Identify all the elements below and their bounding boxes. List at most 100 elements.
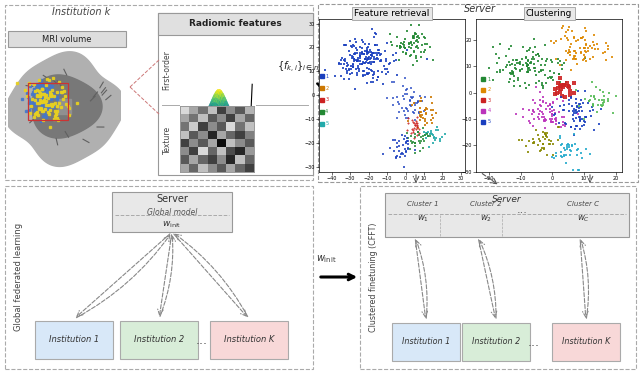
Point [412,123,422,129]
Point [575,101,585,107]
Point [556,81,566,87]
Point [413,39,423,45]
Point [508,70,518,77]
Point [364,60,374,66]
Point [429,135,439,141]
Point [397,93,408,100]
Point [398,41,408,47]
Point [524,65,534,71]
Point [373,68,383,74]
Point [416,54,426,60]
Point [554,85,564,91]
Point [545,68,556,74]
Point [588,39,598,45]
Point [568,53,579,59]
Text: $\{f_{k,i}\}_{i\in n_k}$: $\{f_{k,i}\}_{i\in n_k}$ [277,60,323,75]
Point [374,52,385,58]
Point [339,56,349,62]
Point [524,118,534,124]
Point [525,120,535,126]
Point [362,48,372,54]
Point [409,40,419,46]
Point [524,47,534,53]
Point [547,74,557,80]
Point [547,108,557,114]
Point [408,135,419,141]
Point [415,140,425,146]
Point [366,55,376,61]
Point [579,88,589,94]
Point [406,130,416,136]
Point [579,56,589,62]
Text: 4: 4 [487,109,490,113]
Point [399,91,410,97]
Point [607,54,618,60]
Point [564,87,575,93]
Point [546,118,556,124]
Point [418,136,428,142]
Point [557,93,567,99]
Point [566,142,577,148]
Point [358,39,368,45]
Point [559,102,570,108]
Point [517,66,527,72]
Point [410,31,420,37]
Point [572,147,582,153]
Point [420,132,431,138]
Point [545,74,556,80]
Text: Global model: Global model [147,208,197,217]
Point [550,110,561,116]
Point [421,135,431,141]
Point [603,96,613,102]
Point [410,107,420,113]
Point [538,99,548,105]
Point [590,46,600,52]
Point [568,116,579,122]
Point [593,101,604,107]
Point [527,56,537,62]
Point [362,51,372,57]
Point [580,48,591,54]
Point [361,54,371,60]
Point [566,94,576,100]
Point [410,31,420,37]
Point [570,48,580,54]
Point [546,119,556,125]
Point [419,34,429,40]
Point [570,56,580,62]
Point [412,37,422,43]
Point [545,109,555,115]
Point [376,58,386,64]
Point [429,137,440,143]
Point [560,121,570,127]
Point [415,112,426,118]
Text: Institution K: Institution K [562,337,610,346]
Point [520,80,530,86]
Point [573,107,584,113]
Point [572,103,582,109]
Point [575,117,585,123]
Point [336,72,346,78]
Point [410,122,420,128]
Point [413,132,424,138]
Point [355,58,365,64]
Point [579,45,589,51]
Point [432,124,442,130]
Point [359,51,369,57]
Point [358,68,369,74]
Point [407,95,417,101]
Point [350,50,360,56]
Point [402,86,412,92]
Point [548,152,559,158]
Point [394,57,404,63]
Point [500,63,511,69]
Point [540,118,550,124]
Point [406,40,417,46]
Point [402,47,412,53]
Point [554,71,564,77]
Point [518,44,528,50]
Point [557,122,568,128]
Point [388,52,398,58]
Point [580,45,590,51]
Point [372,41,382,48]
